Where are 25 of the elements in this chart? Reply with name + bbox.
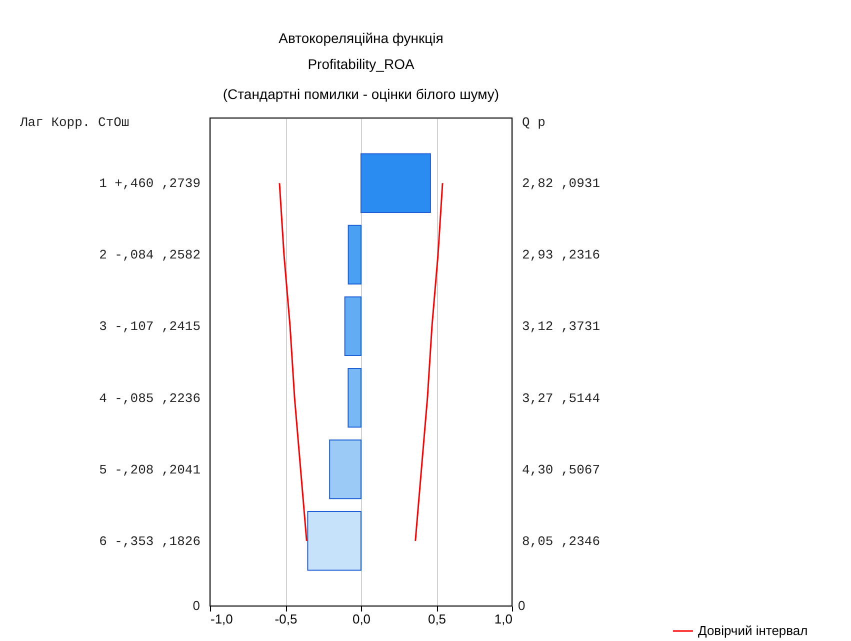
text: 0 <box>192 598 200 613</box>
text: 3,12 ,3731 <box>522 319 600 334</box>
text: 0 <box>518 598 526 613</box>
x-tick-label: 0,0 <box>352 612 371 626</box>
x-tick-label: -0,5 <box>274 612 298 626</box>
text: 2,82 ,0931 <box>522 176 600 192</box>
y-tick-label: 5 -,208 ,2041 <box>99 462 201 478</box>
legend-label: Довірчий інтервал <box>698 623 808 638</box>
y-tick-label: 4 -,085 ,2236 <box>99 390 200 406</box>
text: 4,30 ,5067 <box>522 462 600 478</box>
text: Лаг Корр. СтОш <box>19 115 130 130</box>
chart-title: Автокореляційна функція <box>278 30 444 46</box>
x-tick-label: -1,0 <box>210 612 233 626</box>
text: 8,05 ,2346 <box>522 534 600 549</box>
text: 2,93 ,2316 <box>522 248 600 263</box>
text: 3,27 ,5144 <box>522 390 600 406</box>
y-tick-label: 6 -,353 ,1826 <box>99 534 200 549</box>
x-tick-label: 0,5 <box>428 612 446 626</box>
y-tick-label: 3 -,107 ,2415 <box>99 319 200 334</box>
x-tick-label: 1,0 <box>494 612 512 626</box>
text: (Стандартні помилки - оцінки білого шуму) <box>222 86 500 102</box>
chart-subtitle: Profitability_ROA <box>308 56 415 72</box>
y-tick-label: 1 +,460 ,2739 <box>99 176 200 192</box>
y-tick-label: 2 -,084 ,2582 <box>99 248 200 263</box>
text: Q p <box>522 115 546 130</box>
